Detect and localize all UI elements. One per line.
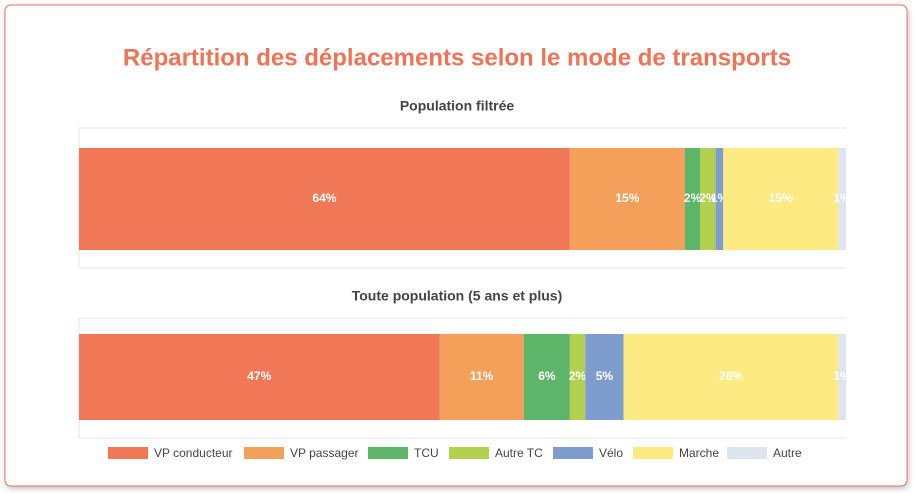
data-label: 2% [699,191,717,205]
bar-segment [585,334,624,420]
legend-label: Marche [679,446,719,460]
legend-swatch [108,447,148,459]
legend-label: Autre [773,446,802,460]
bar-segment [439,334,524,420]
bar-segment [79,334,440,420]
legend-label: VP passager [290,446,359,460]
legend-label: Vélo [599,446,623,460]
bar-segment [569,334,586,420]
chart-title: Répartition des déplacements selon le mo… [123,44,791,71]
bar-segment [700,148,716,250]
legend-label: Autre TC [495,446,543,460]
data-label: 6% [538,369,556,383]
legend-label: VP conducteur [154,446,233,460]
legend-swatch [449,447,489,459]
data-label: 64% [312,191,336,205]
bar-segment [715,148,724,250]
bar-segment [569,148,685,250]
bar-segment [838,148,846,250]
bar-segment [838,334,846,420]
bar-segment [723,148,839,250]
bar-segment [684,148,701,250]
panel-title: Toute population (5 ans et plus) [352,288,563,304]
legend-swatch [244,447,284,459]
data-label: 47% [247,369,271,383]
data-label: 5% [596,369,614,383]
data-label: 28% [719,369,743,383]
data-label: 2% [569,369,587,383]
data-label: 1% [833,369,851,383]
panel-title: Population filtrée [400,98,515,114]
data-label: 1% [833,191,851,205]
data-label: 15% [769,191,793,205]
legend-swatch [368,447,408,459]
legend-label: TCU [414,446,439,460]
data-label: 11% [470,369,494,383]
data-label: 15% [615,191,639,205]
data-label: 2% [684,191,702,205]
legend-swatch [727,447,767,459]
legend-swatch [633,447,673,459]
bar-segment [623,334,839,420]
legend-swatch [553,447,593,459]
bar-segment [79,148,570,250]
bar-segment [523,334,570,420]
